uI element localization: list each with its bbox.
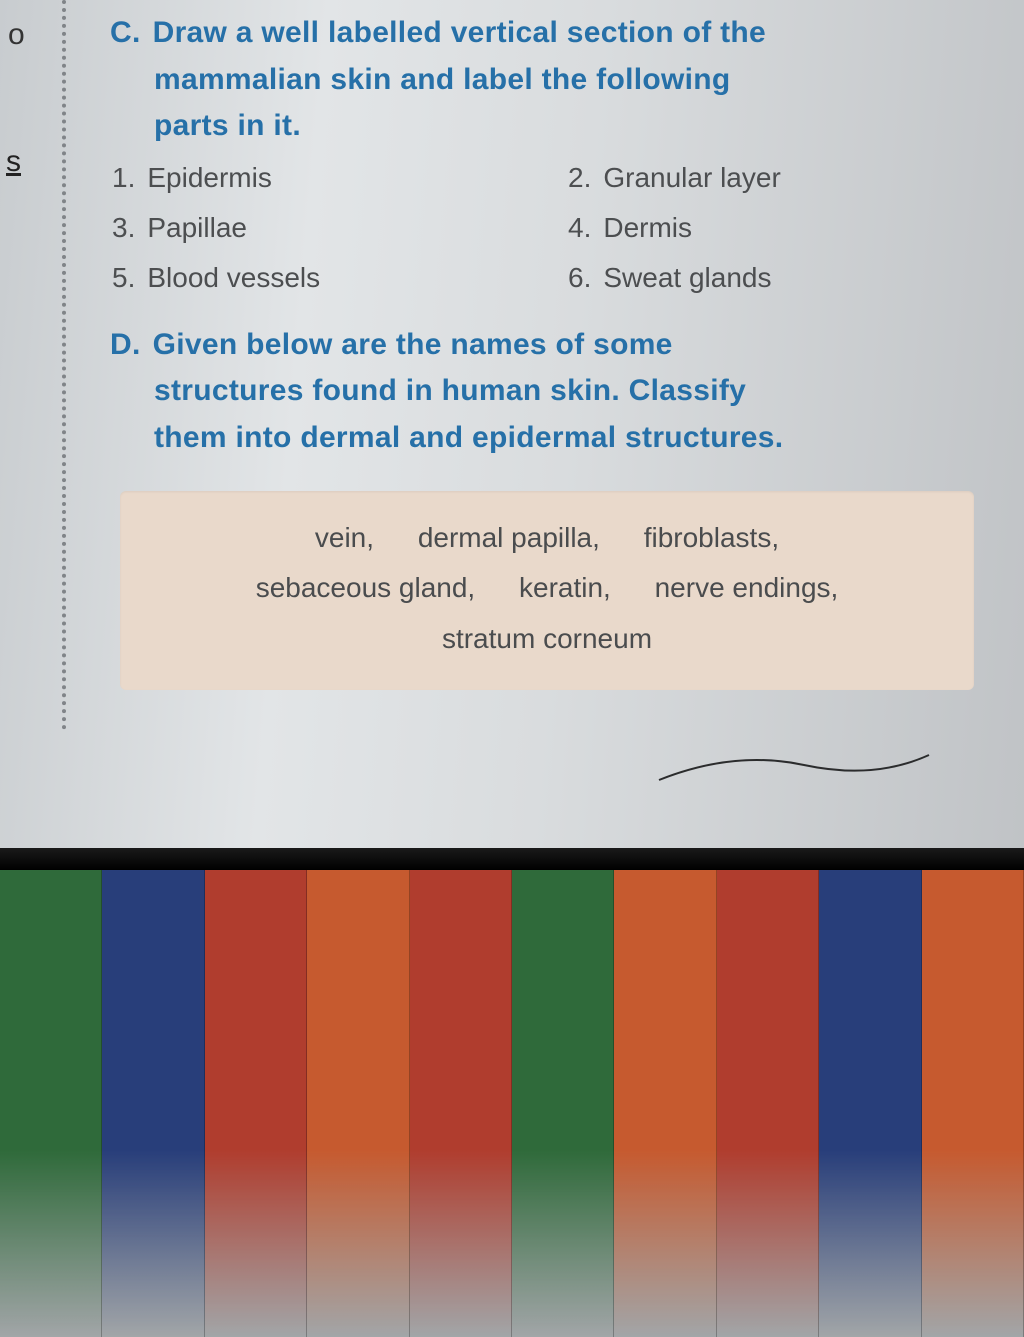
- list-num: 2.: [568, 162, 591, 194]
- cloth-stripe: [717, 870, 819, 1337]
- margin-char-top: o: [8, 18, 25, 52]
- list-num: 4.: [568, 212, 591, 244]
- word: dermal papilla,: [418, 522, 600, 553]
- margin-dotted-rule: [62, 0, 66, 730]
- table-edge: [0, 848, 1024, 870]
- list-item: 3. Papillae: [112, 212, 528, 244]
- cloth-stripe: [102, 870, 204, 1337]
- cloth-stripe: [307, 870, 409, 1337]
- section-d-letter: D.: [110, 322, 141, 369]
- cloth-stripe: [922, 870, 1024, 1337]
- section-d-line2: structures found in human skin. Classify: [110, 368, 984, 415]
- word: keratin,: [519, 572, 611, 603]
- word: stratum corneum: [442, 623, 652, 654]
- section-c-list: 1. Epidermis 2. Granular layer 3. Papill…: [110, 162, 984, 294]
- list-item: 1. Epidermis: [112, 162, 528, 194]
- cloth-stripe: [819, 870, 921, 1337]
- list-text: Blood vessels: [147, 262, 320, 294]
- list-text: Dermis: [603, 212, 692, 244]
- cloth-stripe: [614, 870, 716, 1337]
- list-num: 6.: [568, 262, 591, 294]
- cloth-stripe: [410, 870, 512, 1337]
- word: sebaceous gland,: [256, 572, 476, 603]
- section-c-line1: Draw a well labelled vertical section of…: [153, 10, 984, 57]
- list-item: 2. Granular layer: [568, 162, 984, 194]
- list-item: 4. Dermis: [568, 212, 984, 244]
- word-bank-box: vein, dermal papilla, fibroblasts, sebac…: [120, 491, 974, 690]
- list-text: Epidermis: [147, 162, 271, 194]
- section-d-line3: them into dermal and epidermal structure…: [110, 415, 984, 462]
- handwritten-curve-icon: [654, 740, 934, 790]
- section-c-line2: mammalian skin and label the following: [110, 57, 984, 104]
- list-text: Sweat glands: [603, 262, 771, 294]
- list-num: 5.: [112, 262, 135, 294]
- word: nerve endings,: [655, 572, 839, 603]
- list-item: 5. Blood vessels: [112, 262, 528, 294]
- list-item: 6. Sweat glands: [568, 262, 984, 294]
- word-bank-line3: stratum corneum: [160, 614, 934, 664]
- list-text: Papillae: [147, 212, 247, 244]
- section-c-heading: C. Draw a well labelled vertical section…: [110, 10, 984, 150]
- cloth-background: [0, 870, 1024, 1337]
- section-c-letter: C.: [110, 10, 141, 57]
- textbook-page: o s C. Draw a well labelled vertical sec…: [0, 0, 1024, 860]
- cloth-stripe: [205, 870, 307, 1337]
- cloth-stripe: [512, 870, 614, 1337]
- margin-char-mid: s: [6, 145, 21, 179]
- word: fibroblasts,: [644, 522, 779, 553]
- list-text: Granular layer: [603, 162, 780, 194]
- section-d-heading: D. Given below are the names of some str…: [110, 322, 984, 462]
- word-bank-line2: sebaceous gland, keratin, nerve endings,: [160, 563, 934, 613]
- list-num: 1.: [112, 162, 135, 194]
- section-d-line1: Given below are the names of some: [153, 322, 984, 369]
- list-num: 3.: [112, 212, 135, 244]
- section-c-line3: parts in it.: [110, 103, 984, 150]
- word-bank-line1: vein, dermal papilla, fibroblasts,: [160, 513, 934, 563]
- word: vein,: [315, 522, 374, 553]
- cloth-stripe: [0, 870, 102, 1337]
